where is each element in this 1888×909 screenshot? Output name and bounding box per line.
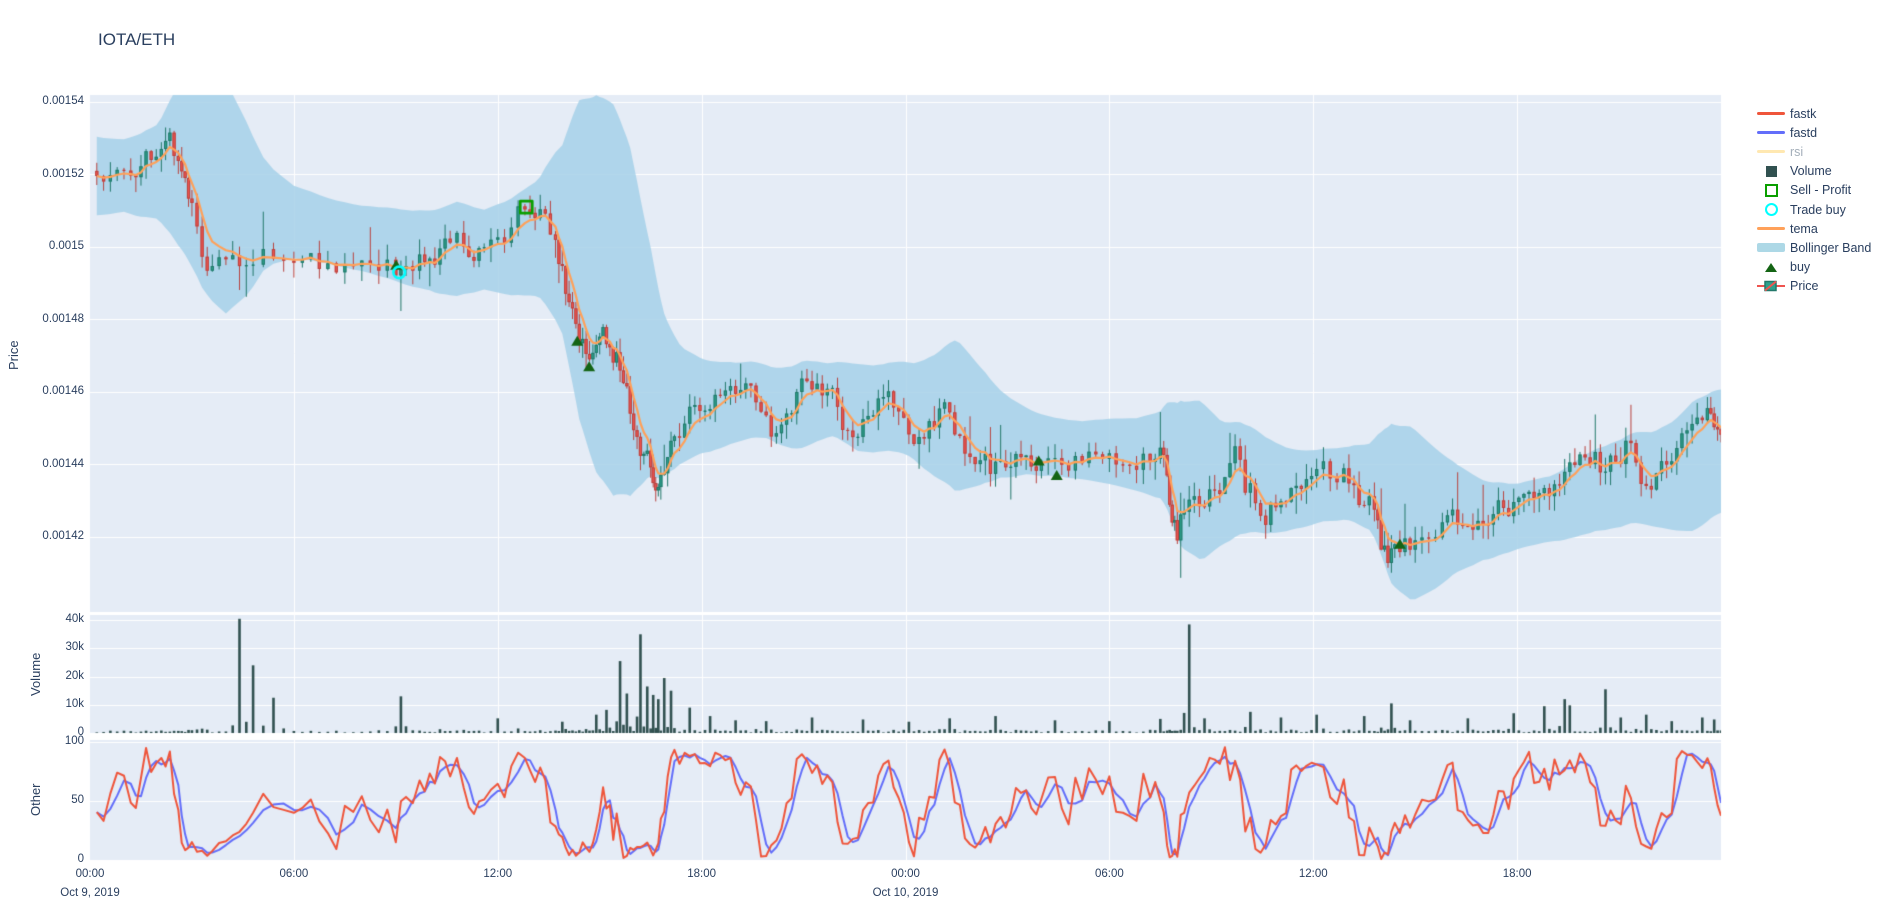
square-swatch-icon — [1752, 165, 1790, 177]
x-date-label: Oct 9, 2019 — [60, 887, 120, 899]
page-title: IOTA/ETH — [98, 30, 176, 49]
legend-label: Bollinger Band — [1790, 240, 1872, 255]
legend-label: Volume — [1790, 164, 1832, 179]
candle-swatch-icon — [1752, 279, 1790, 293]
volume-tick-label: 40k — [65, 613, 84, 626]
volume-tick-label: 10k — [65, 697, 84, 710]
legend-label: fastd — [1790, 125, 1818, 140]
legend-label: Price — [1790, 279, 1819, 294]
open-circle-swatch-icon — [1752, 203, 1790, 217]
legend-item-trade-buy[interactable]: Trade buy — [1752, 200, 1886, 219]
legend-item-tema[interactable]: tema — [1752, 219, 1886, 238]
legend-label: Trade buy — [1790, 202, 1846, 217]
legend-item-price[interactable]: Price — [1752, 277, 1886, 296]
other-tick-label: 100 — [64, 735, 84, 747]
x-tick-label: 06:00 — [1094, 868, 1124, 880]
other-tick-label: 50 — [71, 794, 84, 806]
price-axis-label: Price — [6, 340, 21, 370]
line-swatch-icon — [1752, 112, 1790, 116]
legend-label: Sell - Profit — [1790, 183, 1852, 198]
price-tick-label: 0.00146 — [42, 385, 84, 397]
open-square-swatch-icon — [1752, 183, 1790, 197]
legend-item-sell-profit[interactable]: Sell - Profit — [1752, 181, 1886, 200]
x-date-label: Oct 10, 2019 — [872, 887, 939, 899]
legend-label: buy — [1790, 260, 1811, 275]
x-tick-label: 18:00 — [1502, 868, 1532, 880]
legend-item-rsi[interactable]: rsi — [1752, 142, 1886, 161]
legend-item-volume[interactable]: Volume — [1752, 162, 1886, 181]
x-tick-label: 00:00 — [891, 868, 920, 880]
price-tick-label: 0.00144 — [42, 457, 84, 470]
price-tick-label: 0.00152 — [42, 167, 84, 180]
legend-item-buy[interactable]: buy — [1752, 258, 1886, 277]
volume-tick-label: 20k — [65, 669, 84, 682]
triangle-swatch-icon — [1752, 262, 1790, 272]
line-swatch-icon — [1752, 227, 1790, 231]
legend-item-fastd[interactable]: fastd — [1752, 123, 1886, 142]
x-tick-label: 18:00 — [687, 868, 717, 880]
price-tick-label: 0.00154 — [42, 95, 84, 107]
band-swatch-icon — [1752, 243, 1790, 253]
legend-item-fastk[interactable]: fastk — [1752, 104, 1886, 123]
legend-label: fastk — [1790, 106, 1817, 121]
x-tick-label: 06:00 — [279, 868, 309, 880]
x-tick-label: 12:00 — [1298, 868, 1328, 880]
x-tick-label: 12:00 — [483, 868, 513, 880]
legend-item-bollinger-band[interactable]: Bollinger Band — [1752, 238, 1886, 257]
volume-tick-label: 30k — [65, 641, 84, 654]
legend-label: rsi — [1790, 144, 1804, 159]
price-tick-label: 0.0015 — [48, 240, 84, 252]
price-tick-label: 0.00142 — [42, 530, 84, 542]
line-swatch-icon — [1752, 150, 1790, 154]
legend: fastk fastd rsi Volume Sell - Profit Trade bu… — [1752, 104, 1886, 296]
volume-tick-label: 0 — [77, 726, 84, 738]
x-tick-label: 00:00 — [75, 868, 105, 880]
price-tick-label: 0.00148 — [42, 312, 84, 325]
line-swatch-icon — [1752, 131, 1790, 135]
other-tick-label: 0 — [77, 853, 84, 865]
legend-label: tema — [1790, 221, 1818, 236]
